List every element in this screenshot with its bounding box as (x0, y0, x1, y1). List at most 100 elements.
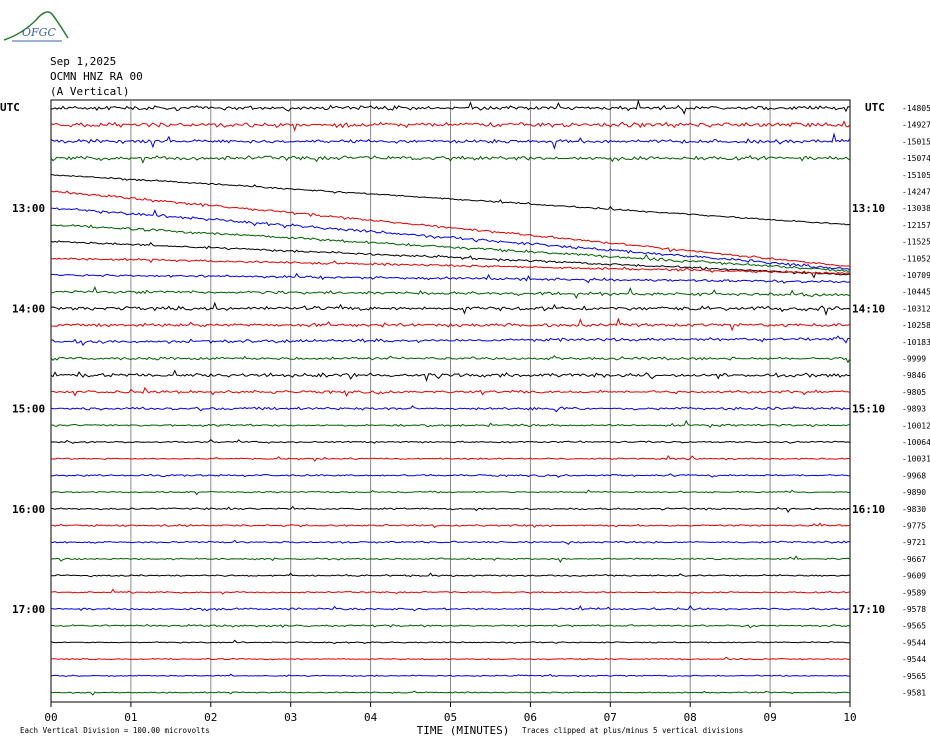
x-tick-label: 10 (843, 711, 856, 724)
right-hour-label: 13:10 (852, 202, 885, 215)
seismic-trace (51, 207, 851, 270)
seismic-trace (50, 120, 851, 132)
clip-note: Traces clipped at plus/minus 5 vertical … (522, 726, 743, 735)
trace-baseline-value: -9565 (902, 622, 926, 631)
trace-baseline-value: -10012 (902, 421, 930, 430)
trace-baseline-value: -15015 (902, 137, 930, 146)
seismic-trace (50, 240, 851, 279)
x-tick-label: 03 (284, 711, 297, 724)
trace-baseline-value: -9667 (902, 555, 926, 564)
seismic-trace (50, 473, 851, 478)
seismic-trace (50, 99, 851, 115)
right-hour-label: 16:10 (852, 503, 885, 516)
trace-baseline-value: -13038 (902, 204, 930, 213)
left-hour-label: 17:00 (12, 603, 45, 616)
trace-baseline-value: -15074 (902, 154, 930, 163)
trace-baseline-value: -14805 (902, 104, 930, 113)
right-hour-label: 14:10 (852, 302, 885, 315)
seismic-trace (50, 386, 851, 398)
trace-baseline-value: -9721 (902, 538, 926, 547)
trace-baseline-value: -9999 (902, 355, 926, 364)
seismic-trace (50, 454, 851, 462)
x-tick-label: 02 (204, 711, 217, 724)
seismic-trace (50, 656, 851, 661)
seismic-trace (50, 690, 851, 696)
trace-baseline-value: -11525 (902, 238, 930, 247)
seismic-trace (50, 190, 851, 267)
right-utc-label: UTC (865, 101, 885, 114)
left-hour-label: 13:00 (12, 202, 45, 215)
trace-baseline-value: -10709 (902, 271, 930, 280)
seismic-trace (50, 272, 851, 284)
trace-baseline-value: -14927 (902, 121, 930, 130)
trace-baseline-value: -9578 (902, 605, 926, 614)
trace-baseline-value: -10445 (902, 288, 930, 297)
x-tick-label: 04 (364, 711, 378, 724)
left-hour-label: 15:00 (12, 403, 45, 416)
trace-baseline-value: -9775 (902, 522, 926, 531)
trace-baseline-value: -10258 (902, 321, 930, 330)
right-hour-label: 15:10 (852, 403, 885, 416)
trace-baseline-value: -9893 (902, 405, 926, 414)
trace-baseline-value: -15105 (902, 171, 930, 180)
trace-baseline-value: -11052 (902, 254, 930, 263)
x-tick-label: 07 (604, 711, 617, 724)
x-tick-label: 09 (763, 711, 776, 724)
seismic-trace (50, 174, 851, 226)
seismic-trace (50, 335, 851, 347)
trace-baseline-value: -9890 (902, 488, 926, 497)
logo-text: OFGC (22, 26, 56, 39)
seismic-trace (50, 489, 851, 496)
left-hour-label: 14:00 (12, 302, 45, 315)
trace-baseline-value: -10312 (902, 304, 930, 313)
trace-baseline-value: -9609 (902, 572, 926, 581)
seismic-trace (50, 588, 851, 595)
trace-baseline-value: -9565 (902, 672, 926, 681)
seismic-trace (50, 369, 850, 383)
date-label: Sep 1,2025 (50, 55, 117, 68)
x-tick-label: 01 (124, 711, 137, 724)
seismic-trace (50, 132, 851, 150)
seismic-trace (50, 555, 851, 563)
trace-baseline-value: -9581 (902, 689, 926, 698)
scale-note: Each Vertical Division = 100.00 microvol… (20, 726, 210, 735)
trace-baseline-value: -9544 (902, 638, 926, 647)
trace-baseline-value: -9589 (902, 588, 926, 597)
x-tick-label: 08 (684, 711, 697, 724)
seismic-trace (50, 605, 851, 612)
seismic-trace (50, 639, 851, 645)
right-hour-label: 17:10 (852, 603, 885, 616)
seismic-trace (50, 257, 851, 275)
seismic-trace (50, 505, 851, 514)
seismic-trace (50, 539, 851, 545)
seismic-trace (50, 224, 851, 272)
x-axis-title: TIME (MINUTES) (417, 724, 510, 737)
x-tick-label: 05 (444, 711, 457, 724)
seismic-trace (50, 673, 851, 678)
trace-baseline-value: -9968 (902, 471, 926, 480)
x-tick-label: 00 (44, 711, 57, 724)
left-utc-label: UTC (0, 101, 20, 114)
seismic-trace (50, 522, 851, 529)
ofgc-logo (3, 11, 69, 42)
seismic-trace (51, 572, 851, 578)
trace-baseline-value: -9846 (902, 371, 926, 380)
seismic-trace (50, 154, 851, 164)
seismic-trace (50, 317, 851, 332)
trace-baseline-value: -9830 (902, 505, 926, 514)
trace-baseline-value: -10064 (902, 438, 930, 447)
seismic-trace (50, 405, 851, 413)
trace-baseline-value: -9805 (902, 388, 926, 397)
x-tick-label: 06 (524, 711, 537, 724)
station-label: OCMN HNZ RA 00 (50, 70, 143, 83)
seismic-trace (50, 301, 851, 317)
trace-baseline-value: -14247 (902, 188, 930, 197)
seismic-trace (51, 285, 851, 300)
seismic-trace (50, 439, 851, 444)
trace-baseline-value: -9544 (902, 655, 926, 664)
seismic-trace (50, 623, 851, 629)
trace-baseline-value: -12157 (902, 221, 930, 230)
seismic-trace (50, 354, 851, 364)
trace-baseline-value: -10031 (902, 455, 930, 464)
